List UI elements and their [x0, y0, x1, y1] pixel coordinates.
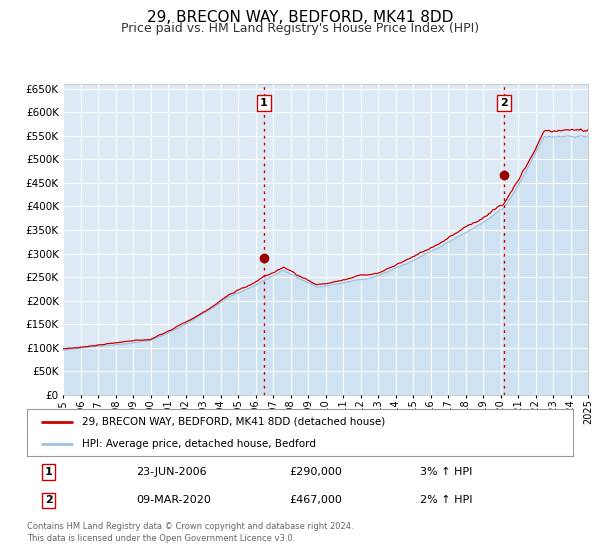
Text: Contains HM Land Registry data © Crown copyright and database right 2024.
This d: Contains HM Land Registry data © Crown c… — [27, 522, 353, 543]
Text: 2: 2 — [500, 98, 508, 108]
Text: HPI: Average price, detached house, Bedford: HPI: Average price, detached house, Bedf… — [82, 438, 316, 449]
Text: 1: 1 — [45, 467, 53, 477]
Text: 3% ↑ HPI: 3% ↑ HPI — [420, 467, 472, 477]
Text: 1: 1 — [260, 98, 268, 108]
Text: £290,000: £290,000 — [289, 467, 342, 477]
Text: 29, BRECON WAY, BEDFORD, MK41 8DD: 29, BRECON WAY, BEDFORD, MK41 8DD — [147, 10, 453, 25]
Text: Price paid vs. HM Land Registry's House Price Index (HPI): Price paid vs. HM Land Registry's House … — [121, 22, 479, 35]
Text: 23-JUN-2006: 23-JUN-2006 — [136, 467, 207, 477]
Text: 29, BRECON WAY, BEDFORD, MK41 8DD (detached house): 29, BRECON WAY, BEDFORD, MK41 8DD (detac… — [82, 417, 385, 427]
Text: 2% ↑ HPI: 2% ↑ HPI — [420, 496, 473, 505]
Text: £467,000: £467,000 — [289, 496, 342, 505]
Text: 09-MAR-2020: 09-MAR-2020 — [136, 496, 211, 505]
Text: 2: 2 — [45, 496, 53, 505]
